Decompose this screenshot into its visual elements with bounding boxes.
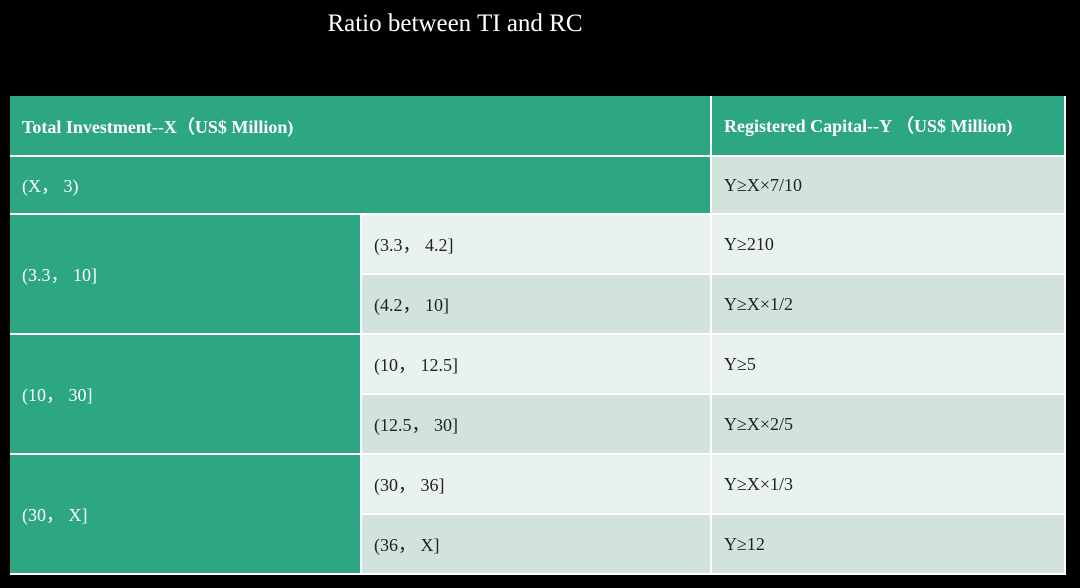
result-cell: Y≥X×2/5 [712, 395, 1066, 455]
result-cell-text: Y≥X×2/5 [724, 413, 794, 434]
sub-range-cell: (10， 12.5] [362, 335, 712, 395]
range-cell: (30， X] [10, 455, 362, 575]
range-cell-text: (X， 3) [22, 176, 79, 196]
result-cell-text: Y≥5 [724, 353, 756, 374]
sub-range-cell-text: (3.3， 4.2] [374, 235, 454, 255]
sub-range-cell-text: (36， X] [374, 535, 440, 555]
sub-range-cell: (36， X] [362, 515, 712, 575]
sub-range-cell: (30， 36] [362, 455, 712, 515]
sub-range-cell: (12.5， 30] [362, 395, 712, 455]
result-cell: Y≥12 [712, 515, 1066, 575]
range-cell: (10， 30] [10, 335, 362, 455]
range-cell: (3.3， 10] [10, 215, 362, 335]
header-cell: Total Investment--X（US$ Million) [10, 96, 712, 157]
range-cell-text: (30， X] [22, 505, 88, 525]
result-cell-text: Y≥12 [724, 533, 765, 554]
result-cell: Y≥210 [712, 215, 1066, 275]
sub-range-cell-text: (30， 36] [374, 475, 445, 495]
result-cell-text: Y≥X×1/3 [724, 473, 794, 494]
result-cell-text: Y≥X×1/2 [724, 293, 794, 314]
range-cell-text: (10， 30] [22, 385, 93, 405]
result-cell: Y≥5 [712, 335, 1066, 395]
header-cell-text: Total Investment--X（US$ Million) [22, 116, 294, 137]
sub-range-cell-text: (12.5， 30] [374, 415, 458, 435]
result-cell: Y≥X×1/2 [712, 275, 1066, 335]
header-cell-text: Registered Capital--Y （US$ Million) [724, 115, 1013, 136]
sub-range-cell: (3.3， 4.2] [362, 215, 712, 275]
sub-range-cell-text: (4.2， 10] [374, 295, 449, 315]
header-cell: Registered Capital--Y （US$ Million) [712, 96, 1066, 157]
sub-range-cell-text: (10， 12.5] [374, 355, 458, 375]
result-cell-text: Y≥210 [724, 233, 774, 254]
slide-title: Ratio between TI and RC [327, 10, 583, 37]
range-cell-text: (3.3， 10] [22, 265, 97, 285]
result-cell: Y≥X×7/10 [712, 157, 1066, 215]
range-cell: (X， 3) [10, 157, 712, 215]
result-cell: Y≥X×1/3 [712, 455, 1066, 515]
result-cell-text: Y≥X×7/10 [724, 174, 803, 195]
sub-range-cell: (4.2， 10] [362, 275, 712, 335]
